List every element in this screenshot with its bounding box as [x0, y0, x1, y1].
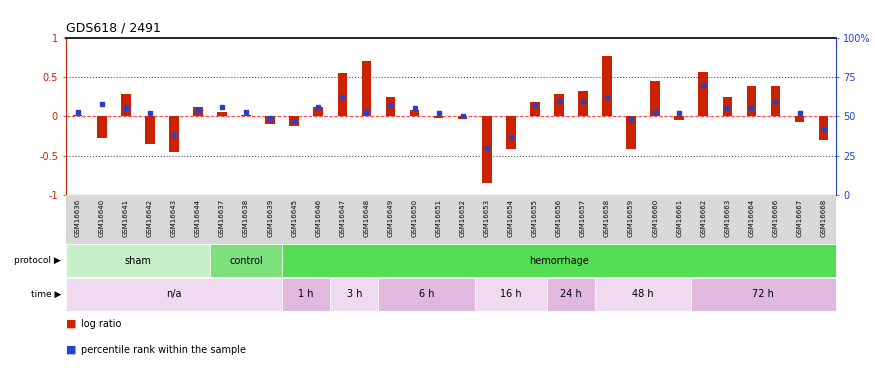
- Bar: [265, 116, 275, 124]
- Text: GSM16658: GSM16658: [604, 199, 610, 237]
- Text: 24 h: 24 h: [560, 290, 582, 299]
- Text: GSM16660: GSM16660: [652, 199, 658, 237]
- Bar: [595, 278, 691, 310]
- Bar: [602, 56, 612, 116]
- Bar: [771, 86, 780, 116]
- Text: GSM16654: GSM16654: [507, 199, 514, 237]
- Text: GSM16639: GSM16639: [267, 199, 273, 237]
- Bar: [282, 278, 331, 310]
- Bar: [723, 97, 732, 116]
- Bar: [121, 94, 130, 116]
- Bar: [73, 115, 82, 116]
- Bar: [66, 278, 282, 310]
- Text: hemorrhage: hemorrhage: [529, 256, 589, 266]
- Text: GSM16648: GSM16648: [363, 199, 369, 237]
- Text: 72 h: 72 h: [752, 290, 774, 299]
- Bar: [313, 107, 323, 116]
- Text: GSM16652: GSM16652: [459, 199, 466, 237]
- Text: GSM16653: GSM16653: [484, 199, 490, 237]
- Text: GSM16650: GSM16650: [411, 199, 417, 237]
- Text: GSM16640: GSM16640: [99, 199, 105, 237]
- Bar: [210, 244, 282, 277]
- Bar: [379, 278, 475, 310]
- Text: 3 h: 3 h: [346, 290, 362, 299]
- Bar: [626, 116, 636, 149]
- Text: GSM16666: GSM16666: [773, 199, 779, 237]
- Text: control: control: [229, 256, 263, 266]
- Text: 48 h: 48 h: [633, 290, 654, 299]
- Text: GSM16636: GSM16636: [74, 199, 80, 237]
- Text: GSM16659: GSM16659: [628, 199, 634, 237]
- Text: 16 h: 16 h: [500, 290, 522, 299]
- Text: ■: ■: [66, 345, 76, 355]
- Bar: [282, 244, 836, 277]
- Text: GSM16643: GSM16643: [171, 199, 177, 237]
- Text: GSM16668: GSM16668: [821, 199, 827, 237]
- Bar: [331, 278, 379, 310]
- Text: GSM16649: GSM16649: [388, 199, 394, 237]
- Text: GSM16651: GSM16651: [436, 199, 442, 237]
- Text: GSM16641: GSM16641: [123, 199, 129, 237]
- Bar: [675, 116, 684, 120]
- Text: GSM16642: GSM16642: [147, 199, 153, 237]
- Text: log ratio: log ratio: [81, 319, 122, 329]
- Bar: [475, 278, 547, 310]
- Text: GSM16663: GSM16663: [724, 199, 731, 237]
- Text: GSM16645: GSM16645: [291, 199, 298, 237]
- Text: GSM16638: GSM16638: [243, 199, 249, 237]
- Text: GSM16664: GSM16664: [748, 199, 754, 237]
- Text: GSM16655: GSM16655: [532, 199, 538, 237]
- Bar: [66, 244, 210, 277]
- Bar: [506, 116, 515, 149]
- Text: GSM16657: GSM16657: [580, 199, 586, 237]
- Text: protocol ▶: protocol ▶: [15, 256, 61, 265]
- Text: sham: sham: [124, 256, 151, 266]
- Bar: [386, 97, 396, 116]
- Text: 1 h: 1 h: [298, 290, 314, 299]
- Bar: [547, 278, 595, 310]
- Bar: [169, 116, 178, 153]
- Bar: [650, 81, 660, 116]
- Text: GSM16647: GSM16647: [340, 199, 346, 237]
- Bar: [530, 102, 540, 116]
- Text: 6 h: 6 h: [419, 290, 434, 299]
- Bar: [217, 112, 227, 116]
- Bar: [434, 116, 444, 118]
- Bar: [338, 73, 347, 116]
- Bar: [290, 116, 299, 126]
- Text: time ▶: time ▶: [31, 290, 61, 299]
- Bar: [410, 110, 419, 116]
- Text: GSM16661: GSM16661: [676, 199, 682, 237]
- Bar: [819, 116, 829, 140]
- Text: n/a: n/a: [166, 290, 182, 299]
- Text: GSM16667: GSM16667: [796, 199, 802, 237]
- Bar: [97, 116, 107, 138]
- Text: ■: ■: [66, 319, 76, 329]
- Text: GSM16644: GSM16644: [195, 199, 201, 237]
- Bar: [691, 278, 836, 310]
- Bar: [193, 107, 203, 116]
- Text: GSM16646: GSM16646: [315, 199, 321, 237]
- Bar: [578, 91, 588, 116]
- Bar: [145, 116, 155, 144]
- Bar: [242, 115, 251, 116]
- Text: GSM16656: GSM16656: [556, 199, 562, 237]
- Bar: [554, 94, 564, 116]
- Bar: [794, 116, 804, 122]
- Text: GSM16662: GSM16662: [700, 199, 706, 237]
- Bar: [746, 86, 756, 116]
- Text: percentile rank within the sample: percentile rank within the sample: [81, 345, 247, 355]
- Bar: [458, 116, 467, 118]
- Bar: [482, 116, 492, 183]
- Bar: [361, 61, 371, 116]
- Text: GDS618 / 2491: GDS618 / 2491: [66, 22, 160, 35]
- Text: GSM16637: GSM16637: [219, 199, 225, 237]
- Bar: [698, 72, 708, 116]
